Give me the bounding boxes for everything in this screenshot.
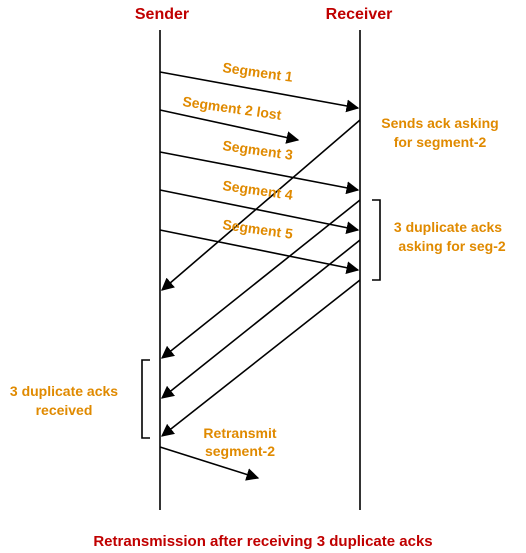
- receiver-dup-note-line-2: asking for seg-2: [398, 238, 506, 254]
- segment-4-label: Segment 4: [222, 177, 295, 203]
- segment-4-arrow: [159, 189, 360, 234]
- dup-ack-2-arrow: [160, 239, 361, 399]
- retransmit-note-line-2: segment-2: [205, 443, 275, 459]
- retransmit-note-line-1: Retransmit: [203, 425, 276, 441]
- ack-note-line-2: for segment-2: [394, 134, 487, 150]
- receiver-dup-brace: [372, 199, 381, 281]
- sender-dup-brace: [141, 359, 150, 439]
- receiver-dup-note-line-1: 3 duplicate acks: [394, 219, 502, 235]
- segment-3-arrow: [159, 151, 360, 195]
- segment-3-label: Segment 3: [222, 137, 295, 163]
- segment-1-label: Segment 1: [222, 59, 295, 85]
- segment-1-arrow: [159, 71, 360, 113]
- segment-5-arrow: [159, 229, 360, 274]
- sender-header: Sender: [135, 6, 189, 23]
- segment-5-label: Segment 5: [222, 216, 295, 242]
- ack-note-line-1: Sends ack asking: [381, 115, 499, 131]
- ack-seg2-arrow: [161, 119, 361, 291]
- dup-ack-3-arrow: [160, 279, 361, 437]
- dup-ack-1-arrow: [160, 199, 361, 359]
- retransmit-arrow: [159, 446, 260, 481]
- sender-dup-note-line-2: received: [36, 402, 93, 418]
- receiver-header: Receiver: [326, 6, 393, 23]
- diagram-caption: Retransmission after receiving 3 duplica…: [93, 533, 432, 550]
- sender-dup-note-line-1: 3 duplicate acks: [10, 383, 118, 399]
- segment-2-lost-arrow: [159, 109, 300, 144]
